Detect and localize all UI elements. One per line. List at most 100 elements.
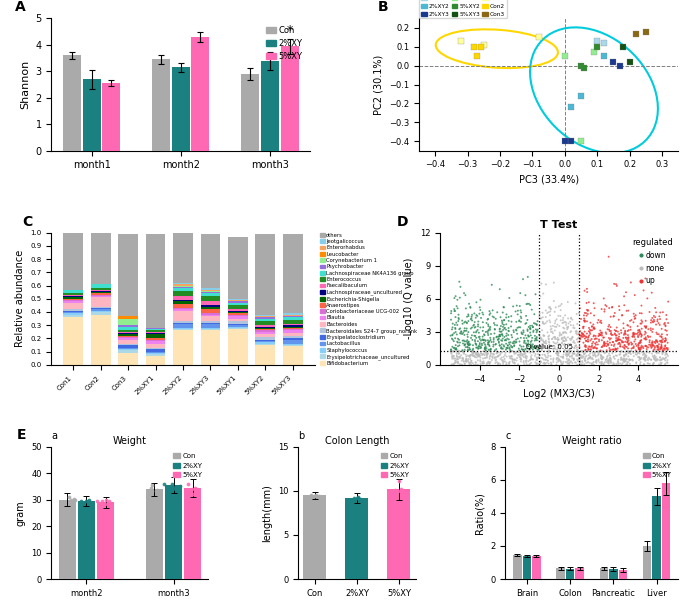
Point — [523, 341, 534, 351]
Point — [536, 341, 547, 351]
Bar — [91, 298, 110, 307]
Point — [627, 348, 638, 358]
Point — [473, 320, 484, 330]
Point — [446, 347, 457, 357]
Point — [553, 355, 564, 365]
Point — [527, 355, 538, 365]
Point — [575, 334, 586, 344]
Point — [603, 357, 614, 367]
Bar — [91, 310, 110, 312]
Point — [629, 312, 640, 322]
Point — [609, 279, 620, 289]
Point — [485, 351, 496, 361]
Point — [645, 332, 656, 342]
Point — [584, 326, 595, 336]
Point — [654, 312, 665, 322]
Point — [491, 347, 502, 357]
Point — [604, 347, 615, 357]
Point — [593, 351, 603, 360]
Point — [484, 336, 495, 346]
Point — [599, 338, 610, 348]
Point — [477, 340, 488, 350]
Point — [655, 307, 666, 317]
Point — [638, 359, 649, 369]
Point — [480, 336, 491, 346]
Bar — [119, 325, 138, 326]
Bar — [63, 301, 83, 302]
Point — [525, 300, 536, 310]
Point — [484, 358, 495, 368]
Point — [651, 341, 662, 351]
Bar — [119, 351, 138, 353]
Point — [558, 357, 569, 367]
Point — [604, 355, 615, 365]
Point — [636, 342, 647, 352]
Point — [515, 353, 526, 363]
Point — [482, 359, 493, 369]
Point — [521, 318, 532, 328]
Point — [634, 338, 645, 348]
Point — [501, 359, 512, 369]
Point — [453, 335, 464, 345]
Point — [604, 354, 615, 363]
Bar — [575, 569, 584, 579]
Point — [538, 319, 549, 329]
Point — [514, 341, 525, 351]
Bar — [146, 354, 166, 355]
Bar — [283, 316, 303, 317]
Point — [621, 330, 632, 339]
Point — [68, 493, 79, 503]
Point — [584, 325, 595, 334]
Point — [611, 359, 622, 369]
Point — [473, 336, 484, 346]
Point — [475, 295, 486, 305]
Point — [596, 359, 607, 368]
Point — [534, 346, 545, 355]
Point — [187, 489, 198, 499]
Point — [503, 323, 514, 333]
Point — [462, 351, 473, 360]
Point — [652, 354, 663, 364]
Point — [498, 341, 509, 351]
Point — [462, 338, 473, 348]
Bar — [63, 310, 83, 312]
Point — [611, 333, 622, 343]
Point — [525, 330, 536, 340]
Point — [616, 310, 627, 320]
Point — [521, 338, 532, 348]
Bar — [256, 325, 275, 326]
Point — [623, 352, 634, 362]
Point — [581, 347, 592, 357]
Point — [586, 359, 597, 369]
Point — [564, 349, 575, 359]
Bar — [173, 233, 193, 283]
Point — [463, 309, 474, 319]
Point — [583, 345, 594, 355]
Point — [653, 339, 664, 349]
Point — [582, 347, 593, 357]
Point — [660, 348, 671, 358]
Point — [595, 353, 606, 363]
Point — [661, 343, 672, 353]
Point — [634, 344, 645, 354]
Point — [542, 317, 553, 326]
Point — [464, 351, 475, 361]
Point — [634, 352, 645, 362]
Bar — [173, 324, 193, 328]
Point — [492, 320, 503, 330]
Point — [549, 322, 560, 331]
Point — [515, 348, 526, 358]
Point — [596, 342, 607, 352]
Point — [497, 344, 508, 354]
Point — [612, 346, 623, 356]
Point — [553, 354, 564, 363]
Point — [483, 326, 494, 336]
Point — [522, 272, 533, 282]
Point — [543, 334, 554, 344]
Point — [612, 356, 623, 366]
Point — [636, 309, 647, 318]
Point — [551, 354, 562, 363]
Point — [635, 338, 646, 347]
Point — [456, 351, 466, 360]
Point — [569, 336, 580, 346]
